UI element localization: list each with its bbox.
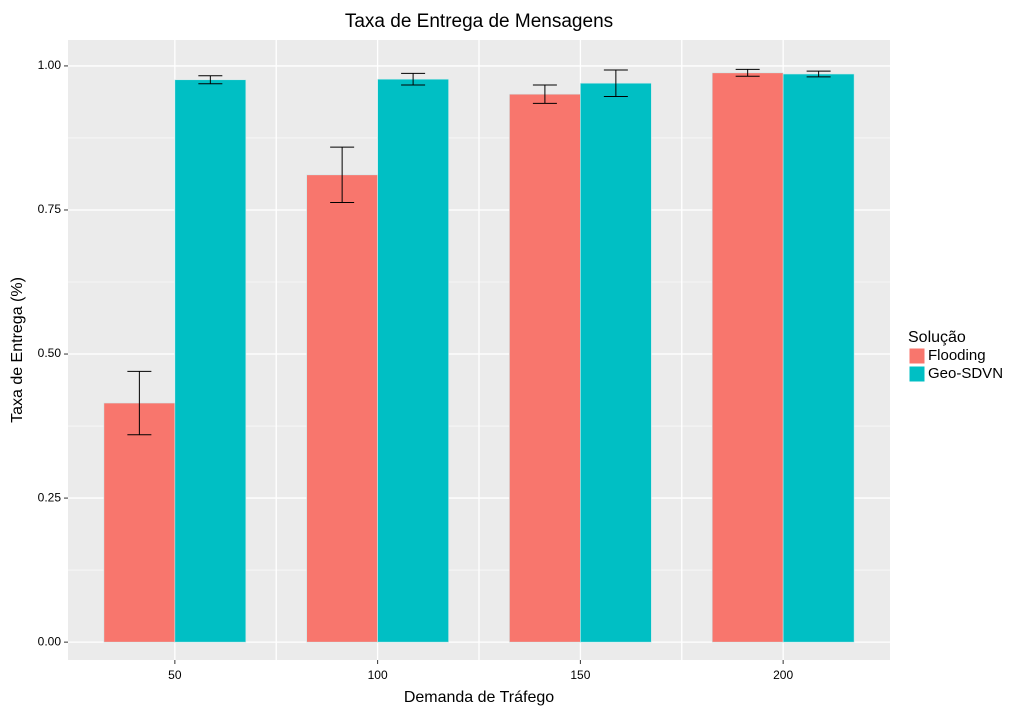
error-bar bbox=[735, 68, 760, 77]
legend-key bbox=[908, 365, 926, 383]
legend-title: Solução bbox=[908, 329, 966, 346]
legend-key bbox=[908, 347, 926, 365]
y-axis-label: Taxa de Entrega (%) bbox=[9, 277, 26, 423]
bar bbox=[306, 174, 378, 643]
error-bar bbox=[532, 84, 557, 104]
y-tick-label: 0.50 bbox=[38, 346, 62, 360]
error-bar bbox=[198, 75, 223, 85]
x-tick-label: 150 bbox=[570, 668, 590, 682]
bar bbox=[782, 73, 855, 643]
x-tick-label: 200 bbox=[773, 668, 793, 682]
y-tick-label: 0.00 bbox=[38, 634, 62, 648]
bar bbox=[711, 72, 784, 643]
bar bbox=[377, 78, 449, 643]
error-bar bbox=[127, 370, 152, 436]
error-bar bbox=[806, 70, 831, 78]
legend-label: Flooding bbox=[928, 347, 986, 364]
y-tick-label: 0.75 bbox=[38, 202, 62, 216]
bar bbox=[174, 79, 247, 643]
y-tick-label: 0.25 bbox=[38, 490, 62, 504]
x-axis-label: Demanda de Tráfego bbox=[404, 689, 554, 706]
y-tick-label: 1.00 bbox=[38, 58, 62, 72]
x-tick-label: 100 bbox=[368, 668, 388, 682]
error-bar bbox=[330, 146, 355, 203]
error-bar bbox=[603, 69, 628, 97]
x-tick-label: 50 bbox=[168, 668, 182, 682]
chart-title: Taxa de Entrega de Mensagens bbox=[345, 11, 613, 32]
legend-label: Geo-SDVN bbox=[928, 365, 1003, 382]
bar bbox=[580, 82, 652, 643]
bar bbox=[103, 402, 176, 643]
error-bar bbox=[401, 72, 426, 86]
bar bbox=[509, 93, 581, 643]
